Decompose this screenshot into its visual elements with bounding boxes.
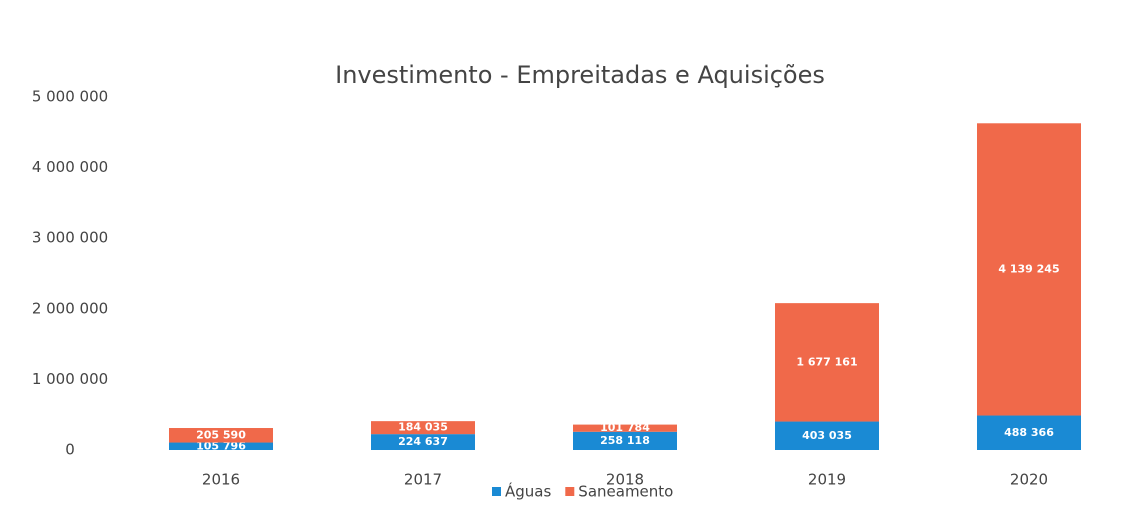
data-label: 184 035 [398, 421, 448, 434]
legend-label: Saneamento [578, 483, 673, 501]
bar-segment [169, 428, 273, 443]
chart-title: Investimento - Empreitadas e Aquisições [335, 61, 825, 89]
bar-segment [573, 431, 677, 450]
bar-segment [371, 421, 475, 435]
bar-segment [977, 123, 1081, 416]
x-tick-label: 2019 [808, 471, 846, 489]
y-tick-label: 3 000 000 [32, 229, 108, 247]
bar-segment [169, 442, 273, 450]
y-tick-label: 2 000 000 [32, 299, 108, 317]
data-label: 488 366 [1004, 426, 1054, 439]
bar-segment [775, 303, 879, 422]
x-tick-label: 2016 [202, 471, 240, 489]
data-label: 403 035 [802, 429, 852, 442]
data-label: 101 784 [600, 421, 650, 434]
bar-segment [775, 421, 879, 450]
x-tick-label: 2017 [404, 471, 442, 489]
data-label: 1 677 161 [796, 355, 857, 368]
y-tick-label: 5 000 000 [32, 88, 108, 106]
bar-segment [371, 434, 475, 450]
legend-swatch [565, 487, 575, 496]
bar-segment [573, 424, 677, 432]
y-tick-label: 1 000 000 [32, 370, 108, 388]
y-tick-label: 0 [65, 441, 75, 459]
x-tick-label: 2020 [1010, 471, 1048, 489]
data-label: 205 590 [196, 428, 246, 441]
data-label: 224 637 [398, 435, 448, 448]
legend-label: Águas [505, 482, 551, 501]
data-label: 4 139 245 [998, 262, 1059, 275]
y-tick-label: 4 000 000 [32, 158, 108, 176]
bar-segment [977, 415, 1081, 450]
x-tick-label: 2018 [606, 471, 644, 489]
data-label: 258 118 [600, 434, 650, 447]
legend-swatch [492, 487, 501, 496]
